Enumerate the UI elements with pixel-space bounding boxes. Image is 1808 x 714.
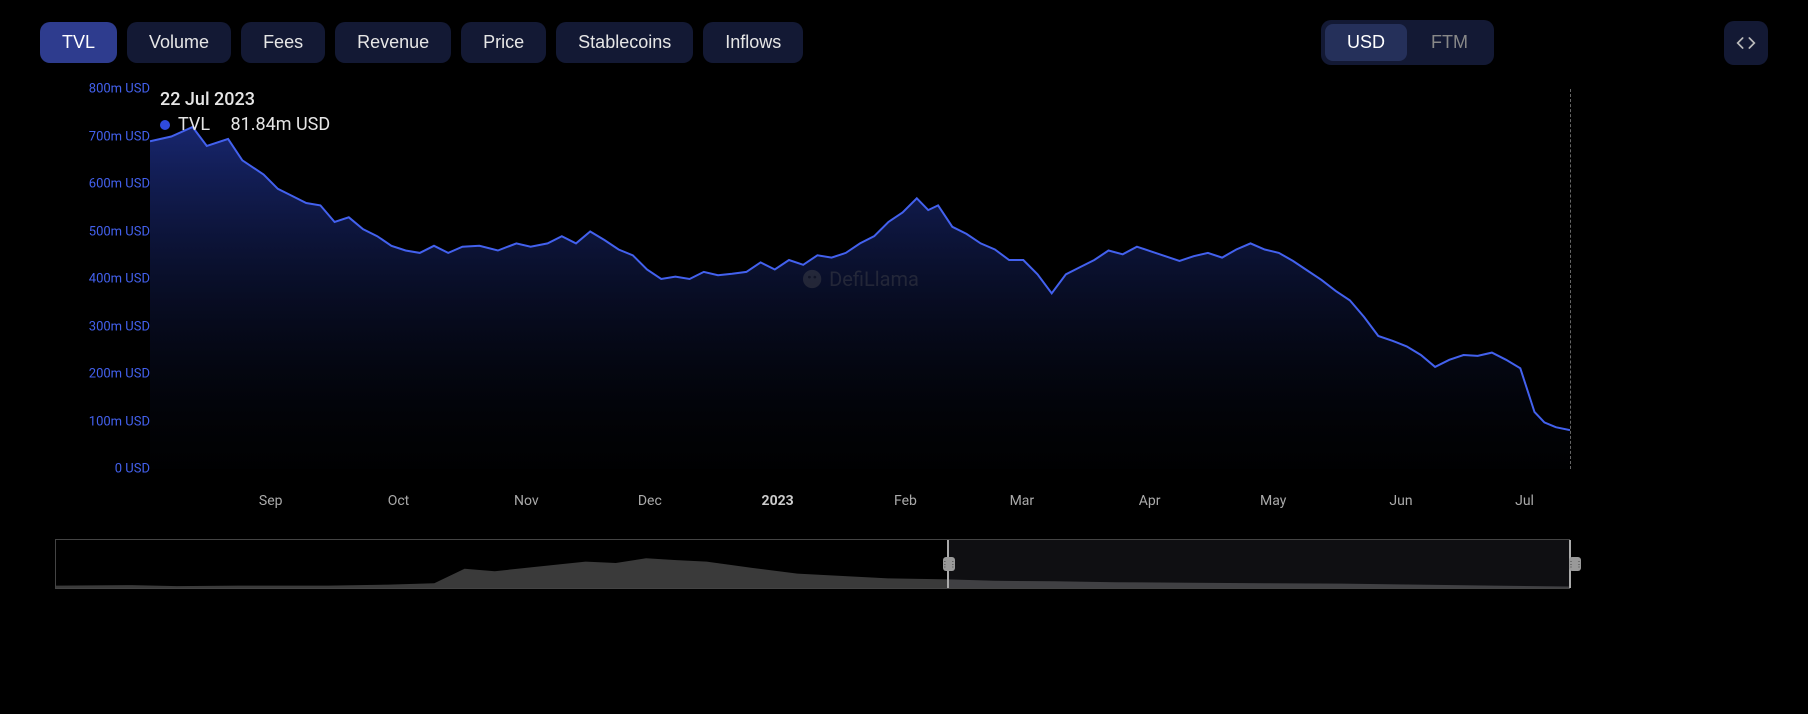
tab-inflows[interactable]: Inflows	[703, 22, 803, 63]
tab-price[interactable]: Price	[461, 22, 546, 63]
currency-toggle: USDFTM	[1321, 20, 1494, 65]
x-tick: Jun	[1389, 493, 1412, 509]
brush-handle-left[interactable]: ⋮⋮	[943, 557, 955, 571]
x-tick: Jul	[1515, 493, 1534, 509]
y-tick: 500m USD	[89, 224, 150, 239]
toolbar: TVLVolumeFeesRevenuePriceStablecoinsInfl…	[40, 20, 1768, 65]
y-axis: 0 USD100m USD200m USD300m USD400m USD500…	[40, 89, 150, 469]
embed-button[interactable]	[1724, 21, 1768, 65]
y-tick: 300m USD	[89, 319, 150, 334]
brush-handle-right[interactable]: ⋮⋮	[1569, 557, 1581, 571]
tab-stablecoins[interactable]: Stablecoins	[556, 22, 693, 63]
tab-revenue[interactable]: Revenue	[335, 22, 451, 63]
x-tick: Feb	[894, 493, 917, 509]
x-tick: Dec	[638, 493, 662, 509]
series-dot-icon	[160, 120, 170, 130]
y-tick: 200m USD	[89, 367, 150, 382]
y-tick: 100m USD	[89, 414, 150, 429]
tab-tvl[interactable]: TVL	[40, 22, 117, 63]
x-tick: May	[1260, 493, 1286, 509]
brush-range[interactable]: ⋮⋮ ⋮⋮	[947, 540, 1571, 588]
x-tick: 2023	[762, 493, 794, 509]
main-chart[interactable]: 22 Jul 2023 TVL 81.84m USD 0 USD 100m USD…	[40, 89, 1570, 509]
cursor-line	[1570, 89, 1571, 469]
y-tick: 700m USD	[89, 129, 150, 144]
x-axis: Sep Oct Nov Dec 2023 Feb Mar Apr May Jun Jul	[150, 479, 1570, 509]
y-tick: 800m USD	[89, 82, 150, 97]
tooltip-value: 81.84m USD	[231, 114, 331, 135]
tab-fees[interactable]: Fees	[241, 22, 325, 63]
currency-usd[interactable]: USD	[1325, 24, 1407, 61]
tooltip-series: TVL 81.84m USD	[160, 114, 330, 135]
minimap[interactable]: ⋮⋮ ⋮⋮	[55, 539, 1570, 589]
x-tick: Apr	[1139, 493, 1161, 509]
y-tick: 400m USD	[89, 272, 150, 287]
x-tick: Oct	[388, 493, 410, 509]
chart-tooltip: 22 Jul 2023 TVL 81.84m USD	[160, 89, 330, 135]
tooltip-date: 22 Jul 2023	[160, 89, 330, 110]
chart-dashboard: TVLVolumeFeesRevenuePriceStablecoinsInfl…	[0, 0, 1808, 589]
plot-area[interactable]: DefiLlama	[150, 89, 1570, 469]
y-tick: 0 USD	[115, 462, 150, 477]
area-chart-svg	[150, 89, 1570, 469]
tooltip-series-name: TVL	[178, 114, 210, 135]
x-tick: Sep	[259, 493, 283, 509]
currency-ftm[interactable]: FTM	[1409, 24, 1490, 61]
x-tick: Nov	[514, 493, 539, 509]
code-icon	[1736, 33, 1756, 53]
metric-tabs: TVLVolumeFeesRevenuePriceStablecoinsInfl…	[40, 22, 803, 63]
tab-volume[interactable]: Volume	[127, 22, 231, 63]
x-tick: Mar	[1010, 493, 1035, 509]
y-tick: 600m USD	[89, 177, 150, 192]
